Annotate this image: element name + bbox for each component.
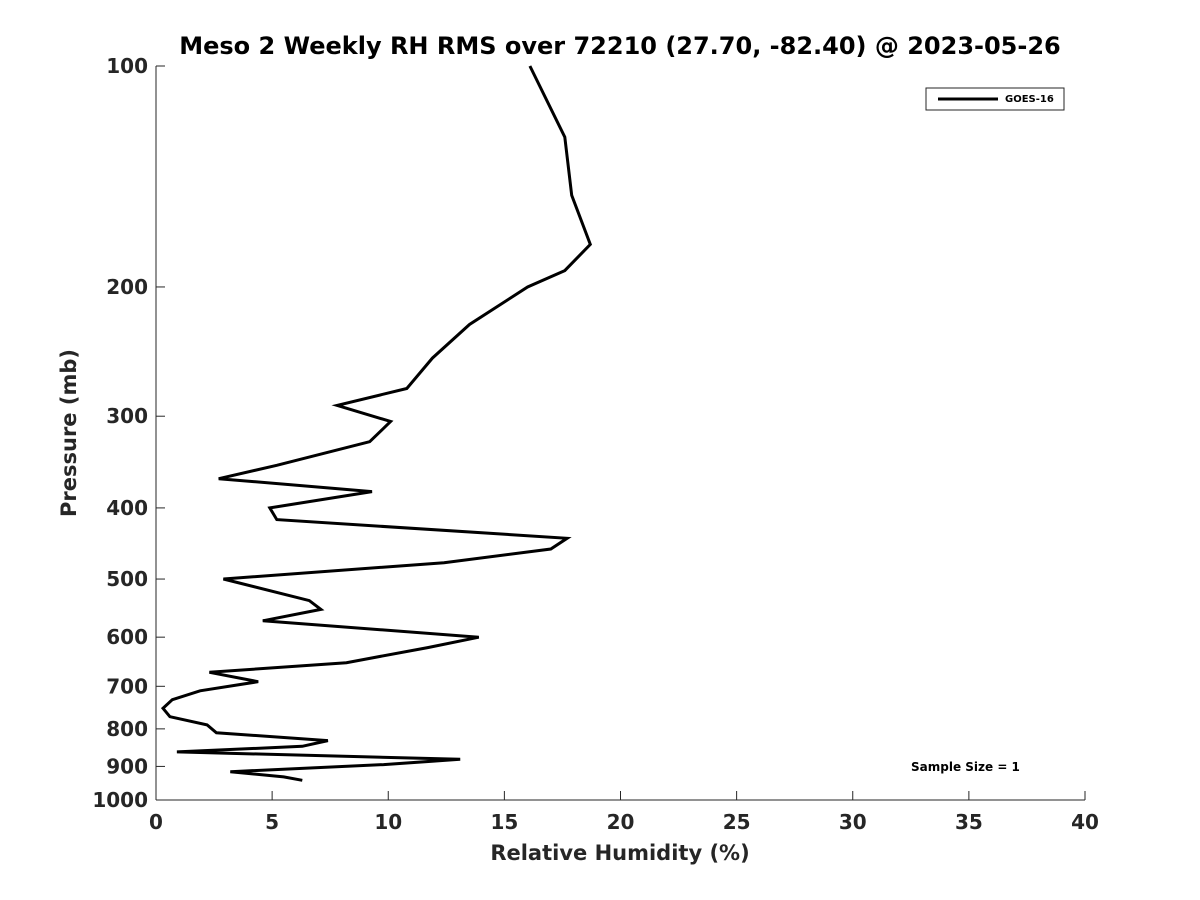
legend-label-goes-16: GOES-16 — [1005, 94, 1054, 105]
x-tick-label: 15 — [490, 810, 518, 834]
series-line-goes-16 — [160, 65, 593, 782]
x-tick-label: 30 — [839, 810, 867, 834]
y-axis-label: Pressure (mb) — [57, 349, 81, 517]
legend: GOES-16 — [925, 87, 1065, 111]
y-tick-label: 500 — [106, 567, 148, 591]
x-tick-label: 0 — [149, 810, 163, 834]
y-tick-label: 300 — [106, 404, 148, 428]
x-tick-label: 25 — [723, 810, 751, 834]
x-tick-label: 10 — [374, 810, 402, 834]
chart-title: Meso 2 Weekly RH RMS over 72210 (27.70, … — [179, 32, 1061, 60]
y-tick-label: 600 — [106, 625, 148, 649]
x-tick-label: 20 — [607, 810, 635, 834]
x-tick-label: 40 — [1071, 810, 1099, 834]
y-ticks: 100 200 300 400 500 600 700 800 900 1000 — [92, 54, 165, 812]
y-tick-label: 100 — [106, 54, 148, 78]
y-tick-label: 200 — [106, 275, 148, 299]
y-tick-label: 800 — [106, 717, 148, 741]
x-tick-label: 35 — [955, 810, 983, 834]
series-group — [160, 65, 593, 782]
y-tick-label: 900 — [106, 754, 148, 778]
y-tick-label: 700 — [106, 674, 148, 698]
x-axis-label: Relative Humidity (%) — [490, 841, 749, 865]
sample-size-annotation: Sample Size = 1 — [911, 760, 1020, 774]
x-tick-label: 5 — [265, 810, 279, 834]
y-tick-label: 1000 — [92, 788, 148, 812]
y-tick-label: 400 — [106, 496, 148, 520]
x-ticks: 0 5 10 15 20 25 30 35 40 — [149, 791, 1099, 834]
